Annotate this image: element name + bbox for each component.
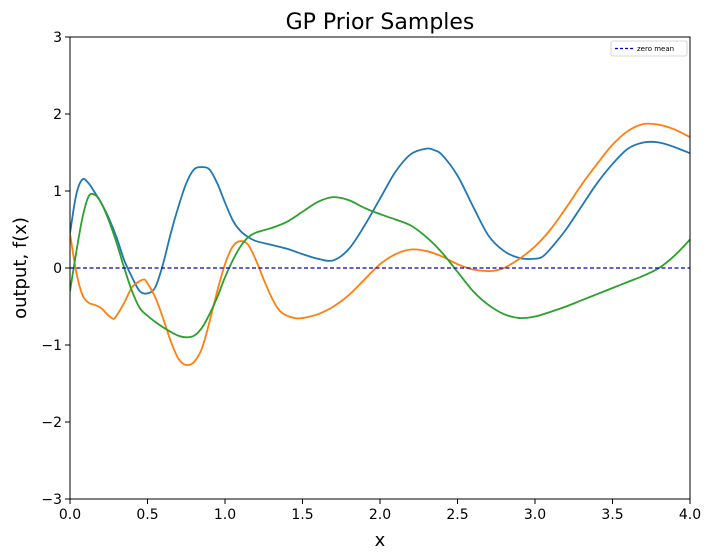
chart-title: GP Prior Samples	[286, 10, 475, 35]
legend-box	[610, 40, 688, 57]
y-tick-label: 1	[53, 184, 62, 200]
x-tick-label: 4.0	[679, 507, 701, 523]
x-tick-label: 1.5	[291, 507, 313, 523]
x-axis-label: x	[375, 530, 386, 551]
sample-line-1	[70, 140, 690, 295]
y-tick-label: 3	[53, 30, 62, 46]
legend-zero-mean-label: zero mean	[637, 45, 674, 53]
data-layer	[70, 122, 690, 367]
x-tick-label: 3.5	[601, 507, 623, 523]
x-tick-label: 3.0	[524, 507, 546, 523]
x-tick-label: 1.0	[214, 507, 236, 523]
y-tick-label: −2	[41, 415, 62, 431]
y-tick-label: −1	[41, 338, 62, 354]
y-axis-label: output, f(x)	[10, 217, 31, 319]
y-tick-label: −3	[41, 492, 62, 508]
x-tick-label: 2.0	[369, 507, 391, 523]
sample-line-3	[70, 192, 690, 339]
x-axis-ticks: 0.0 0.5 1.0 1.5 2.0 2.5 3.0 3.5 4.0	[59, 499, 701, 523]
x-tick-label: 0.0	[59, 507, 81, 523]
y-tick-label: 2	[53, 107, 62, 123]
x-tick-label: 0.5	[136, 507, 158, 523]
x-tick-label: 2.5	[446, 507, 468, 523]
y-tick-label: 0	[53, 261, 62, 277]
y-axis-ticks: −3 −2 −1 0 1 2 3	[41, 30, 70, 508]
legend: zero mean	[610, 40, 688, 57]
